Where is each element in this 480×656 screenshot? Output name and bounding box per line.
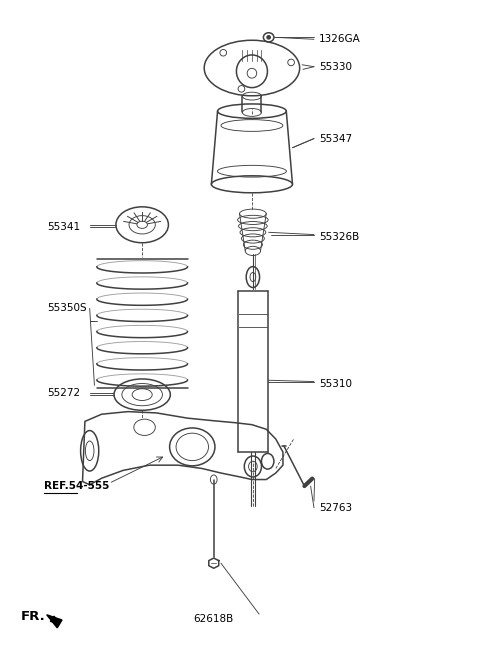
- Polygon shape: [47, 615, 62, 628]
- Text: REF.54-555: REF.54-555: [44, 481, 110, 491]
- Text: 62618B: 62618B: [193, 613, 234, 624]
- Text: 55330: 55330: [319, 62, 352, 72]
- Text: 55341: 55341: [47, 222, 80, 232]
- Ellipse shape: [267, 35, 270, 39]
- Text: FR.: FR.: [21, 610, 45, 623]
- Text: 52763: 52763: [319, 502, 352, 512]
- Text: 55350S: 55350S: [47, 304, 86, 314]
- Text: 55326B: 55326B: [319, 232, 359, 241]
- Text: 55272: 55272: [47, 388, 80, 398]
- Text: 1326GA: 1326GA: [319, 34, 360, 44]
- Polygon shape: [209, 558, 219, 568]
- Text: 55310: 55310: [319, 379, 352, 388]
- Text: 55347: 55347: [319, 134, 352, 144]
